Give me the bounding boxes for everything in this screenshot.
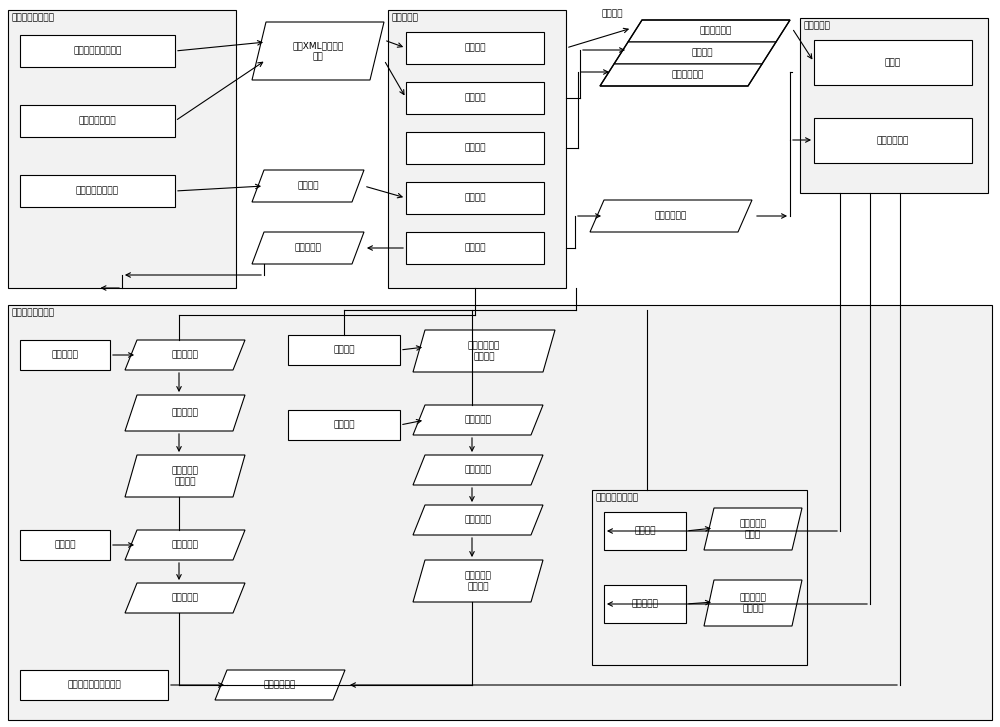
Polygon shape <box>125 395 245 431</box>
Text: 构件出入库: 构件出入库 <box>52 350 78 359</box>
Bar <box>406 132 544 164</box>
Text: 构件库存储: 构件库存储 <box>803 21 830 30</box>
Bar <box>388 10 566 288</box>
Polygon shape <box>413 330 555 372</box>
Text: 构件研发工具集成: 构件研发工具集成 <box>11 13 54 22</box>
Text: 构件出库: 构件出库 <box>464 143 486 153</box>
Text: 变更申请单: 变更申请单 <box>465 416 491 425</box>
Text: 构件入库: 构件入库 <box>464 44 486 52</box>
Text: 构件时态信息: 构件时态信息 <box>655 212 687 220</box>
Bar <box>814 40 972 85</box>
Polygon shape <box>125 455 245 497</box>
Text: 构件删除: 构件删除 <box>464 193 486 203</box>
Polygon shape <box>252 170 364 202</box>
Bar <box>20 35 175 67</box>
Text: 构件管理数据统计分析: 构件管理数据统计分析 <box>67 680 121 689</box>
Text: 统计分析结果: 统计分析结果 <box>264 680 296 689</box>
Polygon shape <box>413 560 543 602</box>
Text: 构件变更: 构件变更 <box>333 420 355 430</box>
Text: 构件时态信息: 构件时态信息 <box>877 136 909 145</box>
Text: 评审意见单: 评审意见单 <box>172 593 198 603</box>
Text: 审批意见单: 审批意见单 <box>172 409 198 417</box>
Text: 构件基本信息: 构件基本信息 <box>700 26 732 36</box>
Text: 构件库管理: 构件库管理 <box>391 13 418 22</box>
Polygon shape <box>704 508 802 550</box>
Text: 变更评估单: 变更评估单 <box>465 465 491 475</box>
Polygon shape <box>413 455 543 485</box>
Bar <box>406 82 544 114</box>
Text: 构件时态信息应用: 构件时态信息应用 <box>595 493 638 502</box>
Text: 构件时态版
本列表: 构件时态版 本列表 <box>740 519 766 539</box>
Text: 评审申请单: 评审申请单 <box>172 540 198 550</box>
Text: 构件时态版
本演化图: 构件时态版 本演化图 <box>740 593 766 613</box>
Bar <box>20 105 175 137</box>
Polygon shape <box>252 22 384 80</box>
Text: 构件实体: 构件实体 <box>602 9 624 18</box>
Bar <box>592 490 807 665</box>
Text: 构件浏览: 构件浏览 <box>464 244 486 252</box>
Bar <box>604 512 686 550</box>
Bar <box>814 118 972 163</box>
Text: 构件跟踪: 构件跟踪 <box>333 345 355 355</box>
Text: 变更评审单: 变更评审单 <box>465 515 491 524</box>
Polygon shape <box>215 670 345 700</box>
Text: 出入库产品
移交清单: 出入库产品 移交清单 <box>172 466 198 486</box>
Bar <box>604 585 686 623</box>
Polygon shape <box>252 232 364 264</box>
Text: 变更后工作
产品清单: 变更后工作 产品清单 <box>465 571 491 591</box>
Polygon shape <box>600 64 762 86</box>
Text: 构件目录树: 构件目录树 <box>295 244 321 252</box>
Bar <box>288 335 400 365</box>
Polygon shape <box>704 580 802 626</box>
Text: 构件模型: 构件模型 <box>691 49 713 57</box>
Polygon shape <box>125 530 245 560</box>
Bar <box>406 232 544 264</box>
Bar <box>20 175 175 207</box>
Text: 出入库申请: 出入库申请 <box>172 350 198 359</box>
Polygon shape <box>413 505 543 535</box>
Text: 删除标识: 删除标识 <box>297 182 319 190</box>
Text: 删除构件并更新库: 删除构件并更新库 <box>76 187 119 196</box>
Bar <box>406 182 544 214</box>
Text: 设计与构件跟
踪关系图: 设计与构件跟 踪关系图 <box>468 341 500 361</box>
Text: 出库构件并导出: 出库构件并导出 <box>79 116 116 126</box>
Polygon shape <box>413 405 543 435</box>
Bar <box>20 340 110 370</box>
Text: 构件实现代码: 构件实现代码 <box>672 71 704 79</box>
Bar <box>20 530 110 560</box>
Text: 构件研发过程支持: 构件研发过程支持 <box>11 308 54 317</box>
Bar <box>20 670 168 700</box>
Polygon shape <box>125 340 245 370</box>
Bar <box>800 18 988 193</box>
Polygon shape <box>628 20 790 42</box>
Text: 加载构件并解析入库: 加载构件并解析入库 <box>73 47 122 55</box>
Bar <box>288 410 400 440</box>
Text: 构件XML文件和构
件包: 构件XML文件和构 件包 <box>292 41 344 61</box>
Bar <box>8 10 236 288</box>
Text: 构件库: 构件库 <box>885 58 901 67</box>
Text: 时态查询: 时态查询 <box>634 526 656 536</box>
Polygon shape <box>590 200 752 232</box>
Polygon shape <box>614 42 776 64</box>
Text: 构件修改: 构件修改 <box>464 94 486 103</box>
Text: 时态演化图: 时态演化图 <box>632 600 658 608</box>
Polygon shape <box>125 583 245 613</box>
Text: 构件评审: 构件评审 <box>54 540 76 550</box>
Bar <box>8 305 992 720</box>
Bar <box>406 32 544 64</box>
